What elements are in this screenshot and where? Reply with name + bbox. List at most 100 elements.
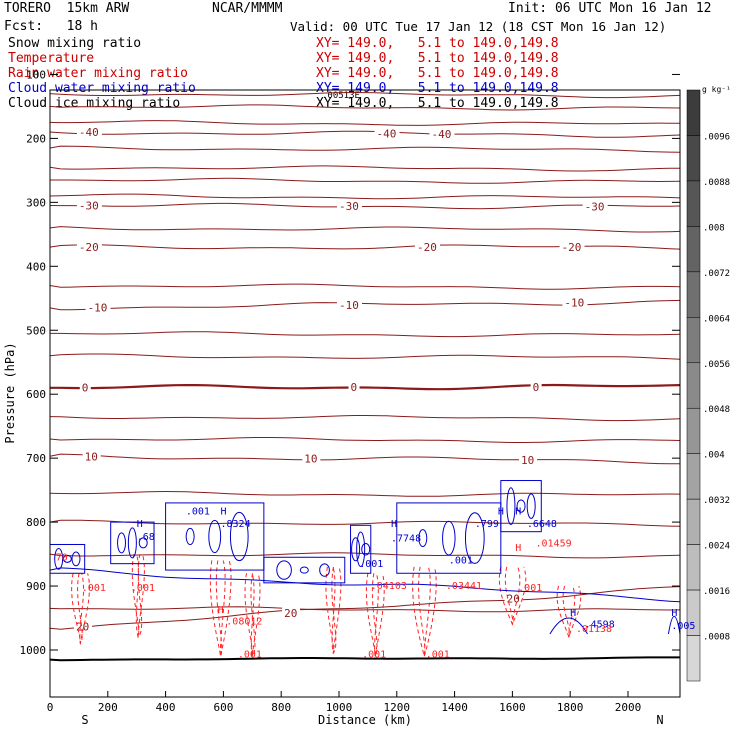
cloud-water-label: H [671, 608, 677, 619]
temperature-contour-line [49, 104, 681, 111]
legend-rain-label: Rain water mixing ratio [8, 66, 189, 81]
forecast-hour: Fcst: 18 h [4, 19, 98, 34]
temperature-contour-line [50, 177, 681, 184]
rain-water-label: .01138 [576, 624, 612, 635]
cloud-water-label: H [498, 506, 504, 517]
cloud-water-region [263, 556, 346, 584]
rain-water-label: .001 [362, 650, 386, 661]
rain-water-contour [215, 560, 226, 659]
contour-label-bg [302, 452, 321, 464]
contour-label-bg [85, 301, 111, 313]
contour-label-bg [504, 592, 523, 604]
x-tick-label: 400 [156, 701, 176, 714]
temperature-contour-line [49, 519, 681, 527]
temperature-label: -20 [417, 241, 437, 254]
rain-water-label: H [218, 605, 224, 616]
colorbar-tick-label: .0056 [703, 360, 730, 370]
temperature-label: -40 [431, 128, 451, 141]
rain-water-contour [365, 573, 385, 657]
temperature-contour-line [49, 606, 681, 613]
legend-rain-xy: XY= 149.0, 5.1 to 149.0,149.8 [316, 66, 559, 81]
temperature-label: 0 [351, 381, 358, 394]
legend-cloudice-xy: XY= 149.0, 5.1 to 149.0,149.8 [316, 96, 559, 111]
cloud-water-label: .6648 [527, 519, 557, 530]
x-tick-label: 1000 [326, 701, 353, 714]
temperature-label: -10 [88, 301, 108, 314]
colorbar-unit: g kg⁻¹ [702, 85, 731, 94]
temperature-label: -40 [377, 128, 397, 141]
contour-label-bg [336, 298, 362, 310]
contour-labels: .001 H .8324 H .68 H .7748 H .799 H .6648 .001 .001 H… [56, 506, 696, 660]
cloud-water-label: H [221, 506, 227, 517]
temperature-label: 0 [533, 381, 540, 394]
rain-water-contour [244, 573, 261, 657]
temperature-contour-line [49, 353, 681, 360]
legend-snow-xy: XY= 149.0, 5.1 to 149.0,149.8 [316, 36, 559, 51]
cloud-water-label: H [570, 608, 576, 619]
temperature-label: -20 [79, 241, 99, 254]
cloud-water-label: .7748 [391, 533, 421, 544]
temperature-label: -30 [585, 201, 605, 214]
rain-water-contour [209, 560, 232, 657]
cloud-water-label: .8324 [221, 519, 251, 530]
contour-label-bg [336, 200, 362, 212]
rain-water-label: .001 [426, 650, 450, 661]
contour-label-bg [559, 241, 585, 253]
cloud-water-contour [549, 617, 588, 635]
colorbar-tick-label: .0072 [703, 269, 730, 279]
colorbar-tick-label: .0008 [703, 633, 730, 643]
rain-water-contour [371, 573, 379, 658]
temperature-contour-line [50, 331, 681, 338]
colorbar-segment [686, 407, 701, 454]
cloud-water-contour [356, 531, 366, 568]
y-tick-label: 300 [26, 196, 46, 209]
x-tick-label: 0 [47, 701, 54, 714]
contour-label-bg [76, 241, 102, 253]
valid-time: Valid: 00 UTC Tue 17 Jan 12 (18 CST Mon … [290, 19, 667, 34]
cloud-water-region [165, 502, 265, 571]
contour-label-bg [79, 381, 91, 393]
cloud-water-region [396, 502, 502, 574]
rain-water-contour [562, 585, 576, 638]
x-tick-label: 1800 [557, 701, 584, 714]
plot-frame [49, 89, 681, 698]
cloud-water-contour [208, 519, 222, 554]
colorbar-segment [686, 635, 701, 682]
contour-label-bg [282, 607, 301, 619]
contour-label-bg [582, 200, 608, 212]
cloud-water-contour [464, 512, 485, 564]
colorbar-tick-label: .004 [703, 451, 725, 461]
cloud-water-contour [351, 537, 361, 562]
temperature-contour--20 [49, 244, 681, 250]
org-label: NCAR/MMMM [212, 1, 283, 16]
y-tick-label: 600 [26, 388, 46, 401]
temperature-label: 0 [82, 382, 89, 395]
cloud-water-contour [526, 493, 536, 519]
temperature-contour-line [49, 120, 681, 126]
colorbar-segment [686, 180, 701, 227]
temperature-contour-line [49, 415, 681, 422]
rain-water-label: .001 [131, 583, 155, 594]
north-label: N [656, 713, 663, 727]
temperature-contour-line [49, 145, 681, 153]
colorbar-tick-label: .008 [703, 223, 725, 233]
temperature-contour-line [49, 437, 681, 443]
cloud-water-contour [418, 529, 428, 548]
rain-water-contour [331, 566, 337, 655]
rain-water-contour [77, 573, 85, 645]
y-axis-label: Pressure (hPa) [3, 342, 17, 443]
temperature-contour-line [49, 226, 681, 233]
temperature-contour-line [49, 283, 681, 290]
rain-water-label: .08012 [226, 616, 262, 627]
cloud-water-label: .4598 [585, 620, 615, 631]
cloud-water-contour [442, 520, 456, 556]
x-tick-label: 1200 [384, 701, 411, 714]
temperature-label: -30 [339, 200, 359, 213]
temperature-label: 10 [521, 454, 534, 467]
contour-label-bg [429, 127, 455, 139]
cloud-water-contour [185, 527, 195, 546]
rain-water-contour [135, 553, 143, 639]
cloud-water-label: .005 [671, 621, 695, 632]
colorbar-tick-label: .0096 [703, 132, 730, 142]
temperature-contour--40 [49, 130, 681, 138]
